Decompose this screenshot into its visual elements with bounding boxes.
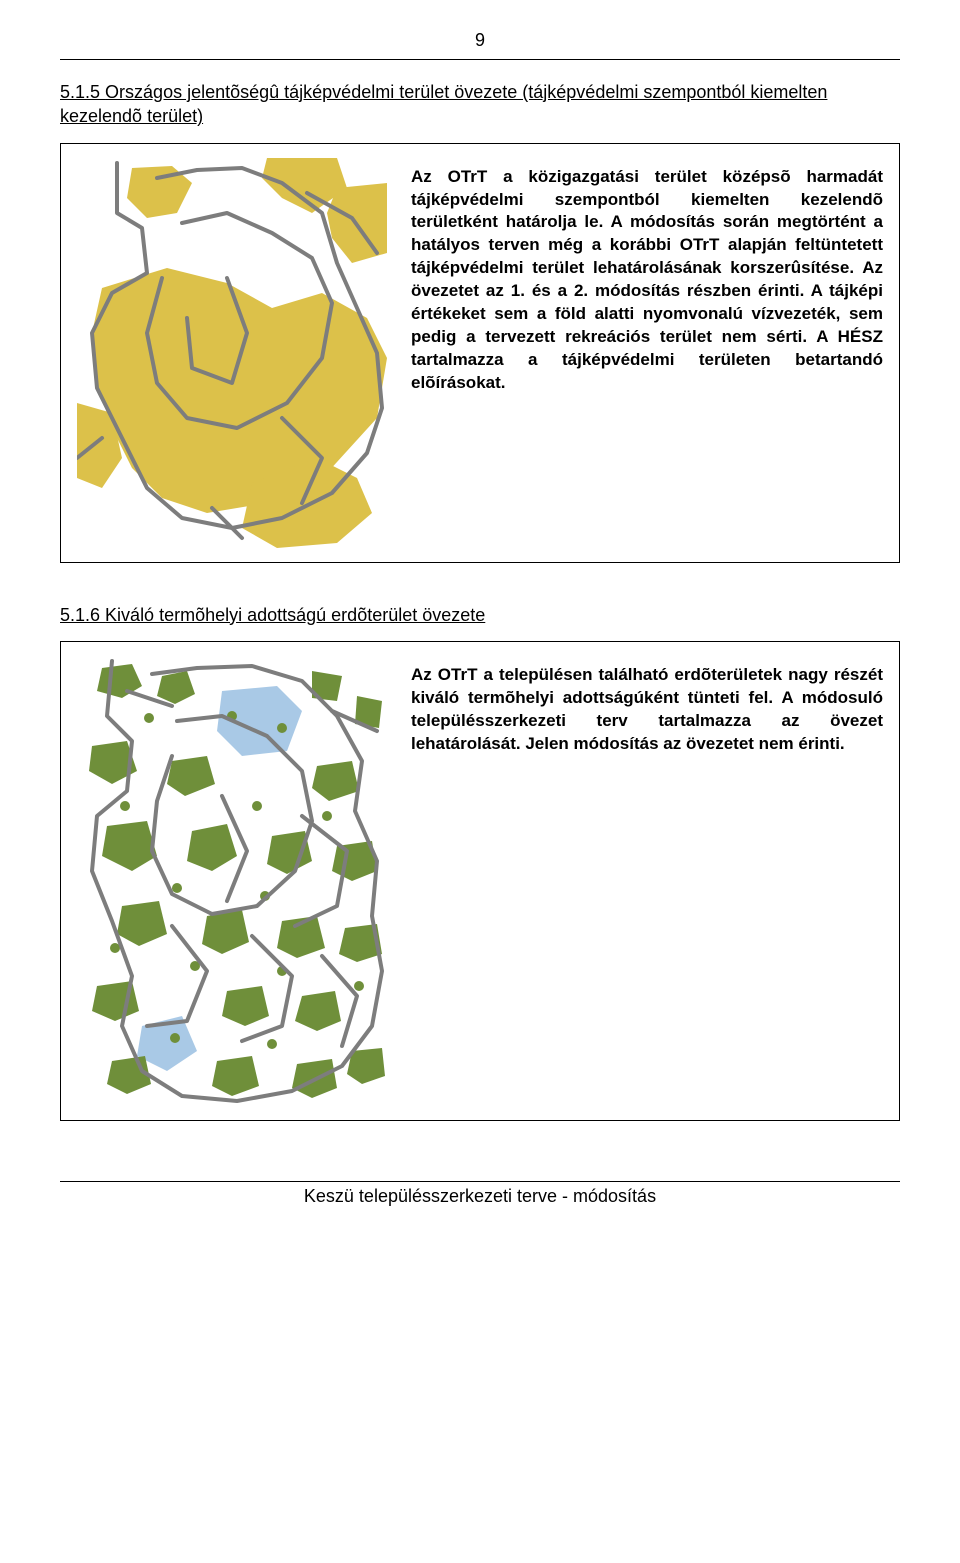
section-1-heading-text: Országos jelentõségû tájképvédelmi terül… <box>60 82 827 126</box>
footer: Keszü településszerkezeti terve - módosí… <box>60 1181 900 1207</box>
section-1-box: Az OTrT a közigazgatási terület középsõ … <box>60 143 900 563</box>
section-2-body: Az OTrT a településen található erdõterü… <box>411 656 883 756</box>
top-rule <box>60 59 900 60</box>
section-1-heading: 5.1.5 Országos jelentõségû tájképvédelmi… <box>60 80 900 129</box>
map2-svg <box>77 656 387 1106</box>
footer-text: Keszü településszerkezeti terve - módosí… <box>60 1186 900 1207</box>
section-1-body: Az OTrT a közigazgatási terület középsõ … <box>411 158 883 395</box>
map1-svg <box>77 158 387 548</box>
footer-rule <box>60 1181 900 1182</box>
section-2-box: Az OTrT a településen található erdõterü… <box>60 641 900 1121</box>
section-2-map <box>77 656 387 1106</box>
section-2-heading: 5.1.6 Kiváló termõhelyi adottságú erdõte… <box>60 603 900 627</box>
page-number: 9 <box>60 30 900 51</box>
section-2-heading-text: Kiváló termõhelyi adottságú erdõterület … <box>105 605 485 625</box>
section-2-heading-number: 5.1.6 <box>60 605 105 625</box>
section-1-heading-number: 5.1.5 <box>60 82 105 102</box>
section-1-map <box>77 158 387 548</box>
